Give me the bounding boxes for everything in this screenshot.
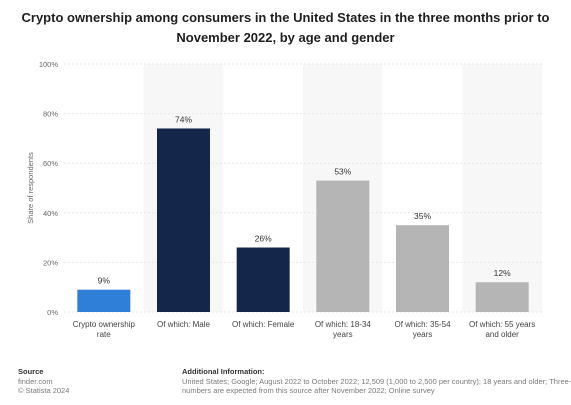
y-tick-label: 60% [43,159,58,168]
y-axis-label: Share of respondents [26,152,35,224]
y-tick-label: 40% [43,209,58,218]
data-label: 74% [175,114,192,124]
additional-info-block: Additional Information: United States; G… [182,367,571,396]
data-label: 9% [98,276,111,286]
bar [157,128,210,312]
data-label: 53% [334,167,351,177]
data-label: 26% [255,234,272,244]
x-tick-label: Crypto ownership rate [73,320,136,339]
x-tick-label: Of which: 55 years and older [469,320,535,339]
source-heading: Source [18,367,44,376]
source-line[interactable]: finder.com [18,376,53,386]
bar-chart: 0% 20% 40% 60% 80% 100% Share of respondents 9%… [26,60,542,339]
copyright-line: © Statista 2024 [18,386,70,395]
bar [77,289,131,312]
column-shade [462,64,542,312]
y-tick-label: 100% [39,60,59,69]
info-line: numbers are expected from this source af… [182,386,435,395]
info-line: United States; Google; August 2022 to Oc… [182,376,571,386]
data-label: 12% [494,268,511,278]
x-tick-label: Of which: Male [157,320,210,329]
bar [396,225,449,312]
y-tick-label: 0% [47,308,58,317]
x-tick-label: Of which: 35-54 years [394,320,451,339]
y-tick-label: 80% [43,110,58,119]
x-tick-label: Of which: Female [232,320,295,329]
bar [316,180,370,312]
info-heading: Additional Information: [182,367,265,376]
chart-title: Crypto ownership among consumers in the … [21,10,550,45]
bar [475,282,529,312]
y-tick-label: 20% [43,258,58,267]
x-tick-label: Of which: 18-34 years [315,320,372,339]
source-block: Source finder.com © Statista 2024 [18,367,168,396]
data-label: 35% [414,211,431,221]
bar [236,247,290,312]
